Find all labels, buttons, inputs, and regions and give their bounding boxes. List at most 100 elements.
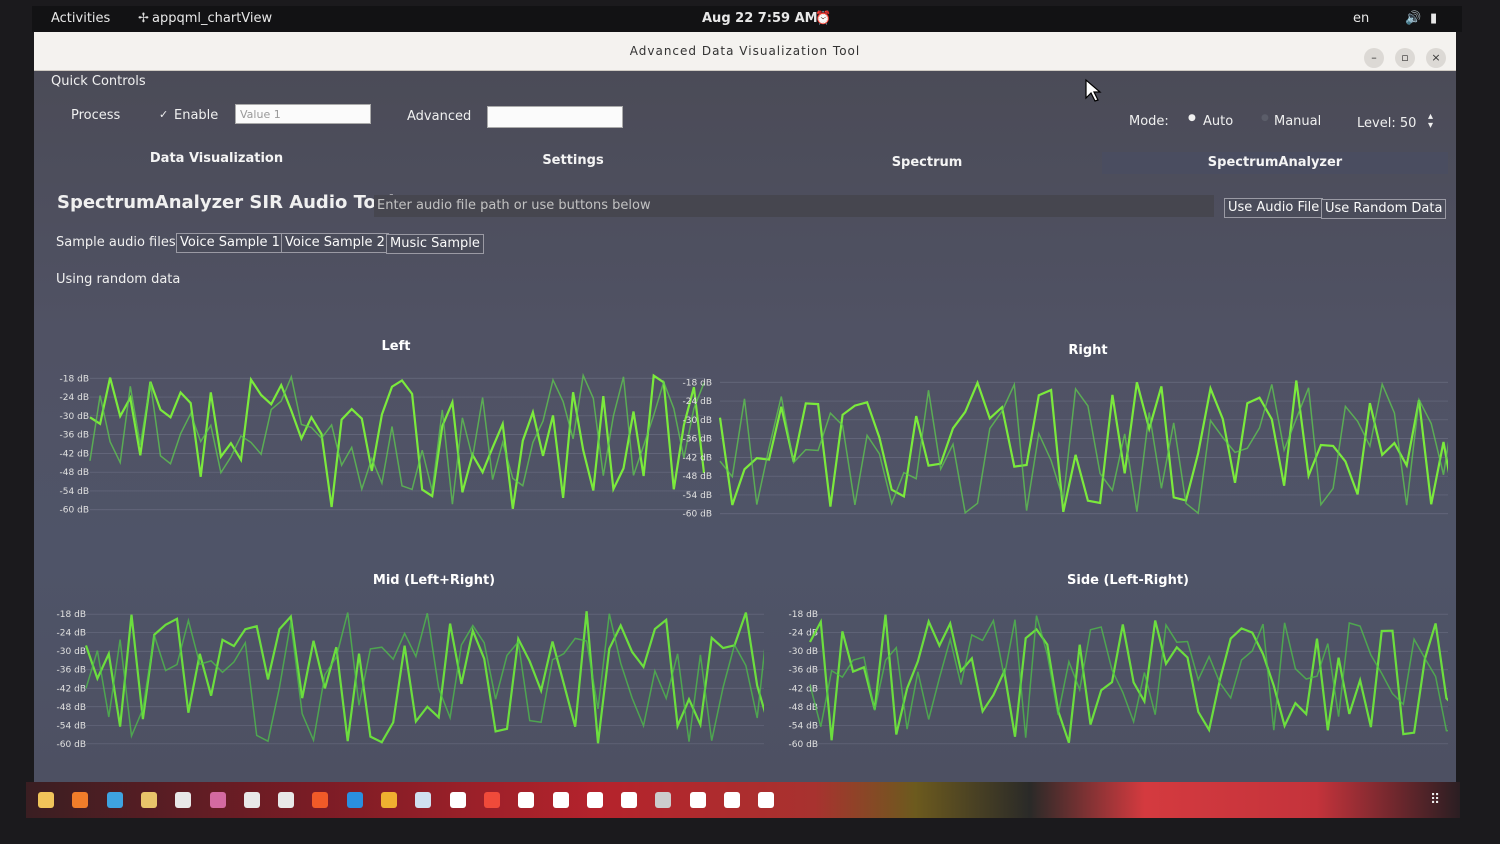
clock[interactable]: Aug 22 7:59 AM: [702, 11, 818, 26]
mouse-cursor-icon: [1085, 78, 1102, 102]
chart-title: Right: [1068, 343, 1107, 358]
alarm-icon: ⏰: [815, 11, 832, 26]
y-tick-label: -54 dB: [683, 491, 712, 501]
y-tick-label: -30 dB: [789, 647, 818, 657]
y-tick-label: -24 dB: [57, 629, 86, 639]
language-indicator[interactable]: en: [1353, 11, 1370, 26]
battery-icon[interactable]: ▮: [1430, 11, 1438, 26]
series-line: [84, 611, 764, 744]
window-icon[interactable]: [689, 792, 706, 808]
system-top-bar: Activities ✢ appqml_chartView Aug 22 7:59…: [32, 6, 1462, 32]
y-tick-label: -24 dB: [789, 629, 818, 639]
volume-icon[interactable]: 🔊: [1405, 11, 1422, 26]
mode-auto-label: Auto: [1203, 114, 1234, 129]
quick-controls-heading: Quick Controls: [51, 74, 146, 89]
tab-spectrumanalyzer[interactable]: SpectrumAnalyzer: [1102, 152, 1448, 174]
series-line: [718, 379, 1448, 513]
series-line: [89, 372, 705, 505]
use-random-data-button[interactable]: Use Random Data: [1321, 199, 1447, 219]
close-button[interactable]: ×: [1426, 48, 1446, 68]
voice-sample-1-button[interactable]: Voice Sample 1: [176, 233, 284, 253]
audio-path-input[interactable]: Enter audio file path or use buttons bel…: [374, 195, 1214, 217]
chart-mid: -18 dB -24 dB -30 dB -36 dB -42 dB -48 dB -54 …: [57, 573, 764, 750]
activities-button[interactable]: Activities: [51, 11, 111, 26]
chart-title: Left: [382, 339, 411, 354]
window-icon[interactable]: [655, 792, 672, 808]
window-icon[interactable]: [518, 792, 535, 808]
y-tick-label: -54 dB: [57, 721, 86, 731]
spin-arrows-icon[interactable]: ▴ ▾: [1428, 111, 1434, 131]
y-tick-label: -42 dB: [789, 684, 818, 694]
y-tick-label: -54 dB: [789, 721, 818, 731]
window-icon[interactable]: [552, 792, 569, 808]
show-apps-icon[interactable]: ⠿: [1430, 792, 1441, 808]
series-line: [89, 373, 706, 509]
series-line: [719, 381, 1448, 515]
advanced-label: Advanced: [407, 109, 472, 124]
minimize-button[interactable]: –: [1364, 48, 1384, 68]
y-tick-label: -60 dB: [683, 510, 712, 520]
files-icon[interactable]: [243, 792, 260, 808]
y-tick-label: -60 dB: [60, 506, 89, 516]
media-icon[interactable]: [209, 792, 226, 808]
app-window: Advanced Data Visualization Tool – ▫ × Q…: [34, 32, 1456, 782]
taskbar: ⠿: [26, 782, 1460, 818]
recorder-icon[interactable]: [483, 792, 500, 808]
store-icon[interactable]: [72, 792, 89, 808]
process-button[interactable]: Process: [71, 108, 121, 123]
document-icon[interactable]: [175, 792, 192, 808]
radio-manual-icon[interactable]: ●: [1261, 113, 1269, 123]
app-icon: ✢: [138, 11, 149, 26]
chart-side: -18 dB -24 dB -30 dB -36 dB -42 dB -48 dB -54 …: [789, 573, 1448, 750]
mode-label: Mode:: [1129, 114, 1169, 129]
y-tick-label: -48 dB: [57, 703, 86, 713]
chart-right: -18 dB -24 dB -30 dB -36 dB -42 dB -48 dB -54 …: [683, 343, 1448, 520]
y-tick-label: -54 dB: [60, 487, 89, 497]
enable-checkbox[interactable]: ✓: [159, 108, 169, 121]
vscode-icon[interactable]: [346, 792, 363, 808]
y-tick-label: -60 dB: [57, 740, 86, 750]
window-icon[interactable]: [621, 792, 638, 808]
chart-left: -18 dB -24 dB -30 dB -36 dB -42 dB -48 dB -54 …: [60, 339, 706, 516]
tab-data-visualization[interactable]: Data Visualization: [149, 151, 284, 166]
radio-auto-icon[interactable]: ●: [1188, 113, 1196, 123]
y-tick-label: -24 dB: [683, 397, 712, 407]
data-status: Using random data: [56, 272, 181, 287]
y-tick-label: -42 dB: [60, 449, 89, 459]
y-tick-label: -48 dB: [789, 703, 818, 713]
use-audio-file-button[interactable]: Use Audio File: [1224, 198, 1324, 218]
editor-icon[interactable]: [415, 792, 432, 808]
browser-icon[interactable]: [106, 792, 123, 808]
y-tick-label: -18 dB: [60, 374, 89, 384]
enable-label: Enable: [174, 108, 219, 123]
window-icon[interactable]: [586, 792, 603, 808]
value-input[interactable]: Value 1: [235, 104, 371, 124]
y-tick-label: -42 dB: [57, 684, 86, 694]
maximize-button[interactable]: ▫: [1395, 48, 1415, 68]
voice-sample-2-button[interactable]: Voice Sample 2: [281, 233, 389, 253]
music-sample-button[interactable]: Music Sample: [386, 234, 484, 254]
y-tick-label: -36 dB: [683, 435, 712, 445]
level-spinbox[interactable]: Level: 50: [1357, 116, 1417, 131]
tab-spectrum[interactable]: Spectrum: [891, 155, 963, 170]
y-tick-label: -30 dB: [60, 412, 89, 422]
firefox-icon[interactable]: [312, 792, 329, 808]
window-title: Advanced Data Visualization Tool: [629, 44, 861, 58]
window-icon[interactable]: [724, 792, 740, 808]
chrome-icon[interactable]: [449, 792, 466, 808]
sample-files-label: Sample audio files:: [56, 235, 180, 250]
grid-app-icon[interactable]: [140, 792, 157, 808]
mode-manual-label: Manual: [1274, 114, 1322, 129]
y-tick-label: -48 dB: [683, 472, 712, 482]
tab-settings[interactable]: Settings: [542, 153, 604, 168]
notes-icon[interactable]: [381, 792, 397, 808]
help-icon[interactable]: [38, 792, 54, 808]
y-tick-label: -18 dB: [683, 378, 712, 388]
chart-title: Side (Left-Right): [1067, 573, 1189, 588]
advanced-input[interactable]: [487, 106, 623, 128]
window-icon[interactable]: [758, 792, 775, 808]
y-tick-label: -60 dB: [789, 740, 818, 750]
terminal-icon[interactable]: [278, 792, 295, 808]
app-menu[interactable]: ✢ appqml_chartView: [138, 11, 272, 26]
y-tick-label: -48 dB: [60, 468, 89, 478]
